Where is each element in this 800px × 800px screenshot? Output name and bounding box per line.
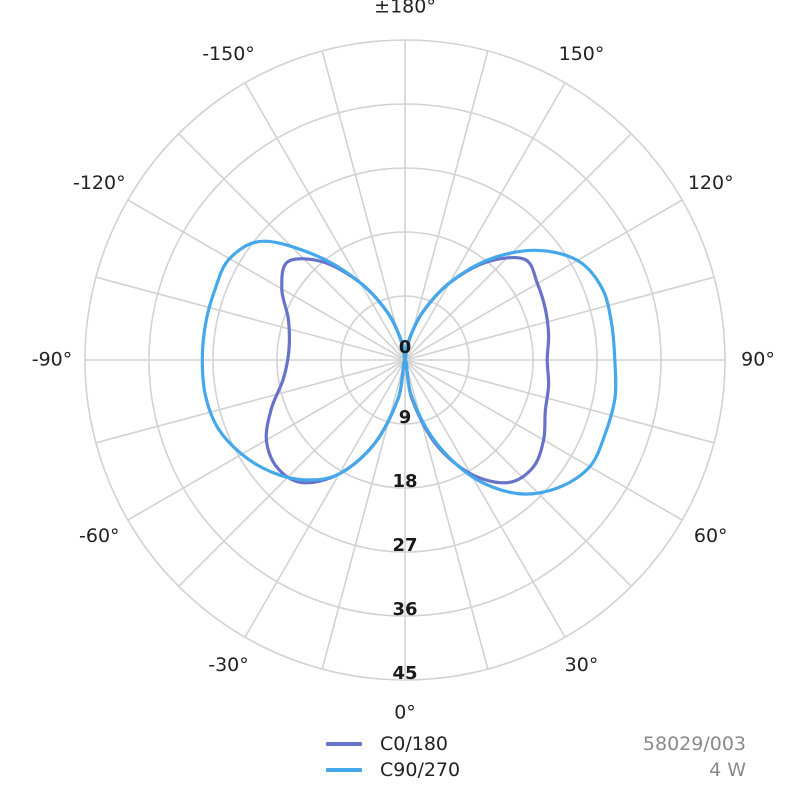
angle-label-90: 90° — [741, 349, 775, 371]
angle-label-120: 120° — [688, 172, 734, 194]
angle-label-180: ±180° — [374, 0, 436, 18]
grid-spoke-165 — [404, 50, 489, 361]
grid-spoke-120 — [404, 199, 683, 361]
radial-tick-label-18: 18 — [392, 471, 417, 492]
radial-tick-label-0: 0 — [399, 337, 412, 358]
legend-item-c90-270: C90/270 — [326, 757, 460, 783]
grid-spoke-30 — [404, 359, 566, 638]
legend: C0/180 C90/270 — [326, 731, 460, 783]
radial-tick-label-9: 9 — [399, 407, 412, 428]
grid-spoke-195 — [321, 50, 406, 361]
angle-label-60: 60° — [694, 525, 728, 547]
product-code: 58029/003 — [642, 733, 746, 755]
radial-tick-label-45: 45 — [392, 663, 417, 684]
angle-label-30: 30° — [565, 654, 599, 676]
grid-spoke-285 — [95, 359, 406, 444]
radial-tick-label-27: 27 — [392, 535, 417, 556]
series-line-c90-270 — [200, 239, 618, 496]
grid-spoke-330 — [244, 359, 406, 638]
angle-label-neg150: -150° — [202, 43, 255, 65]
angle-label-150: 150° — [559, 43, 605, 65]
power-rating: 4 W — [709, 759, 746, 781]
grid-spoke-255 — [95, 276, 406, 361]
angle-label-neg30: -30° — [208, 654, 249, 676]
grid-spoke-105 — [404, 276, 715, 361]
grid-spoke-240 — [127, 199, 406, 361]
grid-spoke-15 — [404, 359, 489, 670]
grid-spoke-75 — [404, 359, 715, 444]
grid-spoke-315 — [178, 359, 406, 587]
grid-spoke-345 — [321, 359, 406, 670]
grid-spoke-210 — [244, 82, 406, 361]
grid-spoke-135 — [404, 133, 632, 361]
legend-swatch-c90-270 — [326, 768, 362, 772]
grid-spoke-150 — [404, 82, 566, 361]
radial-tick-label-36: 36 — [392, 599, 417, 620]
legend-label-c0-180: C0/180 — [380, 733, 449, 755]
label-layer: 0 9 18 27 36 45 0° 30° 60° 90° 120° 150° ±180° -150° -… — [32, 0, 775, 724]
angle-label-neg90: -90° — [32, 349, 73, 371]
grid-spoke-45 — [404, 359, 632, 587]
legend-item-c0-180: C0/180 — [326, 731, 460, 757]
angle-label-0: 0° — [394, 702, 416, 724]
series-layer — [200, 239, 618, 496]
angle-label-neg60: -60° — [79, 525, 120, 547]
angle-label-neg120: -120° — [73, 172, 126, 194]
meta-info: 58029/003 4 W — [643, 731, 746, 783]
legend-label-c90-270: C90/270 — [380, 759, 461, 781]
legend-swatch-c0-180 — [326, 742, 362, 746]
